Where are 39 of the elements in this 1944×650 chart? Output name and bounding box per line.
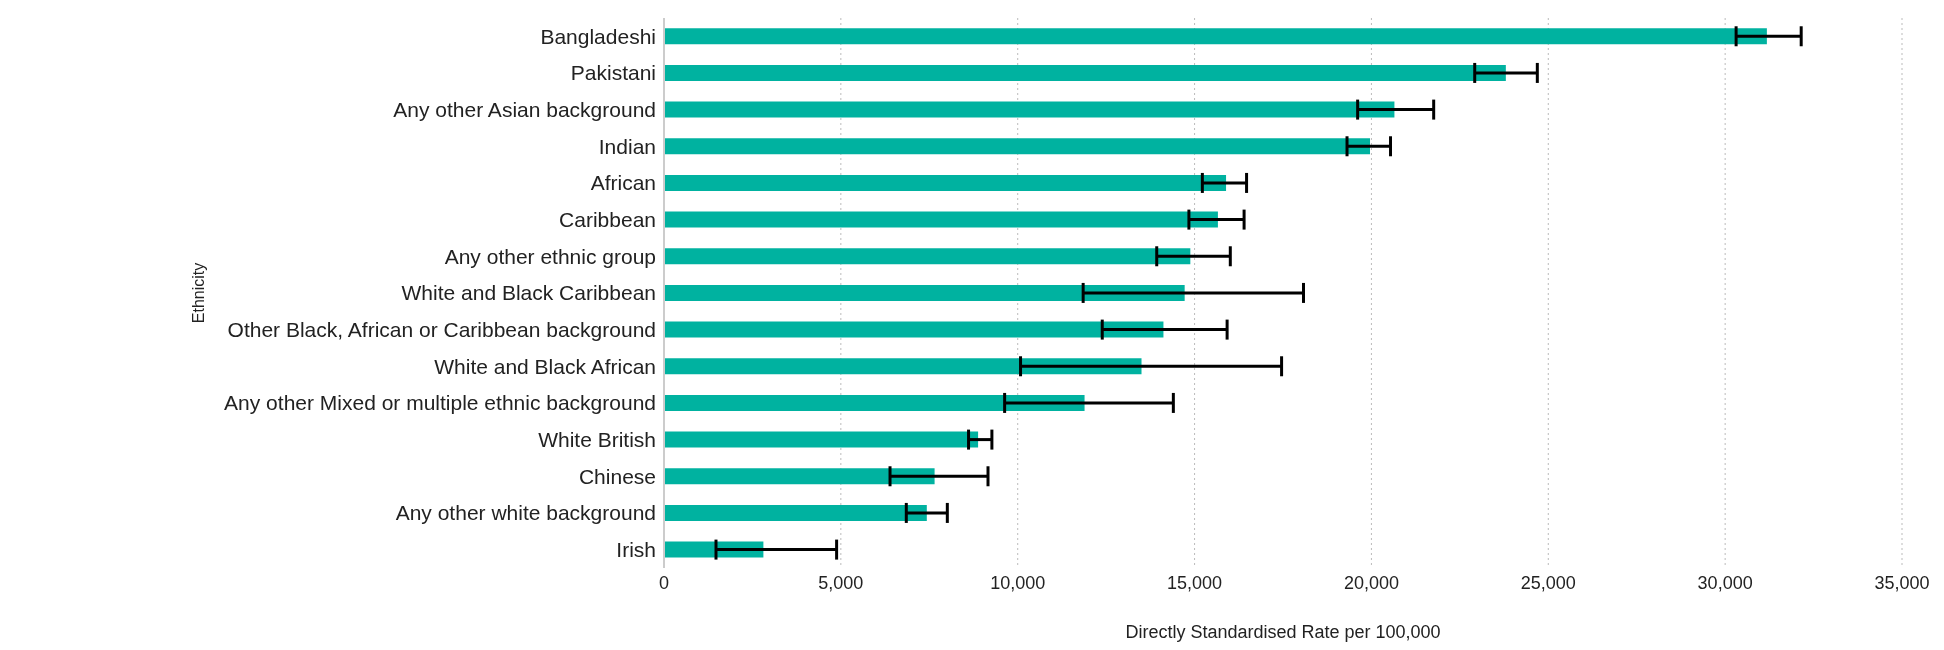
- bar: [664, 174, 1227, 191]
- y-axis-title: Ethnicity: [189, 262, 207, 324]
- y-tick-label: White British: [538, 428, 656, 452]
- x-tick-label: 30,000: [1697, 572, 1753, 593]
- y-tick-label: Any other Mixed or multiple ethnic background: [224, 391, 656, 415]
- x-tick-label: 20,000: [1343, 572, 1399, 593]
- y-tick-label: White and Black Caribbean: [401, 281, 656, 305]
- bar: [664, 211, 1218, 228]
- bar: [664, 504, 927, 521]
- x-tick-label: 10,000: [990, 572, 1046, 593]
- bar: [664, 101, 1395, 118]
- bar: [664, 394, 1085, 411]
- bar: [664, 358, 1142, 375]
- bar: [664, 321, 1164, 338]
- y-tick-label: Pakistani: [570, 61, 656, 85]
- bar: [664, 138, 1371, 155]
- y-tick-label: Other Black, African or Caribbean background: [227, 318, 656, 342]
- x-tick-label: 0: [658, 572, 670, 593]
- y-tick-label: Bangladeshi: [540, 24, 656, 48]
- y-tick-label: White and Black African: [434, 354, 656, 378]
- bar: [664, 431, 979, 448]
- y-tick-label: Any other white background: [395, 501, 656, 525]
- y-tick-label: Irish: [616, 538, 656, 562]
- y-tick-label: Chinese: [578, 464, 656, 488]
- y-tick-label: Any other Asian background: [393, 98, 656, 122]
- y-tick-label: African: [590, 171, 656, 195]
- x-tick-label: 5,000: [818, 572, 864, 593]
- bar: [664, 28, 1767, 45]
- y-tick-label: Indian: [598, 134, 656, 158]
- bar: [664, 284, 1185, 301]
- x-tick-label: 25,000: [1520, 572, 1576, 593]
- bar: [664, 248, 1191, 265]
- x-axis-title: Directly Standardised Rate per 100,000: [1125, 622, 1441, 642]
- y-tick-label: Any other ethnic group: [444, 244, 656, 268]
- bar: [664, 64, 1506, 81]
- y-tick-label: Caribbean: [559, 208, 656, 232]
- x-tick-label: 35,000: [1874, 572, 1930, 593]
- x-tick-label: 15,000: [1167, 572, 1223, 593]
- bar: [664, 468, 935, 485]
